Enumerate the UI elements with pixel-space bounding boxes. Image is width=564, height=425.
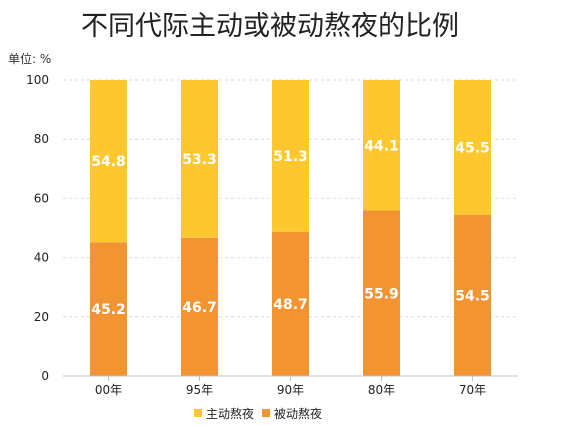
data-label: 45.2 — [91, 302, 126, 318]
data-label: 54.5 — [455, 288, 490, 304]
bar-segment — [363, 210, 400, 376]
y-tick-label: 100 — [26, 73, 49, 87]
unit-label: 单位: % — [8, 51, 51, 66]
legend: 主动熬夜 被动熬夜 — [194, 406, 322, 421]
bar-segment — [454, 80, 491, 215]
legend-swatch — [194, 409, 202, 417]
y-tick-label: 80 — [34, 132, 49, 146]
bars: 45.2 54.8 46.7 53.3 48.7 51.3 55.9 44.1 54.5 45.5 — [90, 80, 491, 376]
chart-title: 不同代际主动或被动熬夜的比例 — [81, 11, 459, 42]
bar-segment — [272, 80, 309, 232]
data-label: 55.9 — [364, 286, 399, 302]
legend-label: 被动熬夜 — [274, 406, 322, 421]
data-label: 48.7 — [273, 297, 308, 313]
y-tick-label: 0 — [41, 369, 49, 383]
x-tick-label: 80年 — [368, 383, 395, 397]
x-tick-label: 70年 — [459, 383, 486, 397]
x-axis: 00年 95年 90年 80年 70年 — [63, 375, 518, 397]
bar-segment — [181, 80, 218, 238]
bar-segment — [90, 242, 127, 376]
data-label: 45.5 — [455, 140, 490, 156]
data-label: 54.8 — [91, 154, 126, 170]
bar-segment — [90, 80, 127, 243]
bar-segment — [272, 231, 309, 376]
y-tick-label: 60 — [34, 191, 49, 205]
x-tick-label: 00年 — [95, 383, 122, 397]
bar-segment — [454, 214, 491, 376]
gridlines — [63, 79, 518, 318]
x-tick-label: 95年 — [186, 383, 213, 397]
y-axis: 0 20 40 60 80 100 — [26, 73, 49, 383]
data-label: 44.1 — [364, 138, 399, 154]
data-label: 53.3 — [182, 152, 217, 168]
data-label: 51.3 — [273, 149, 308, 165]
bar-segment — [363, 80, 400, 211]
y-tick-label: 20 — [34, 310, 49, 324]
x-tick-label: 90年 — [277, 383, 304, 397]
y-tick-label: 40 — [34, 251, 49, 265]
data-label: 46.7 — [182, 300, 217, 316]
bar-segment — [181, 237, 218, 376]
legend-label: 主动熬夜 — [206, 406, 254, 421]
legend-swatch — [262, 409, 270, 417]
